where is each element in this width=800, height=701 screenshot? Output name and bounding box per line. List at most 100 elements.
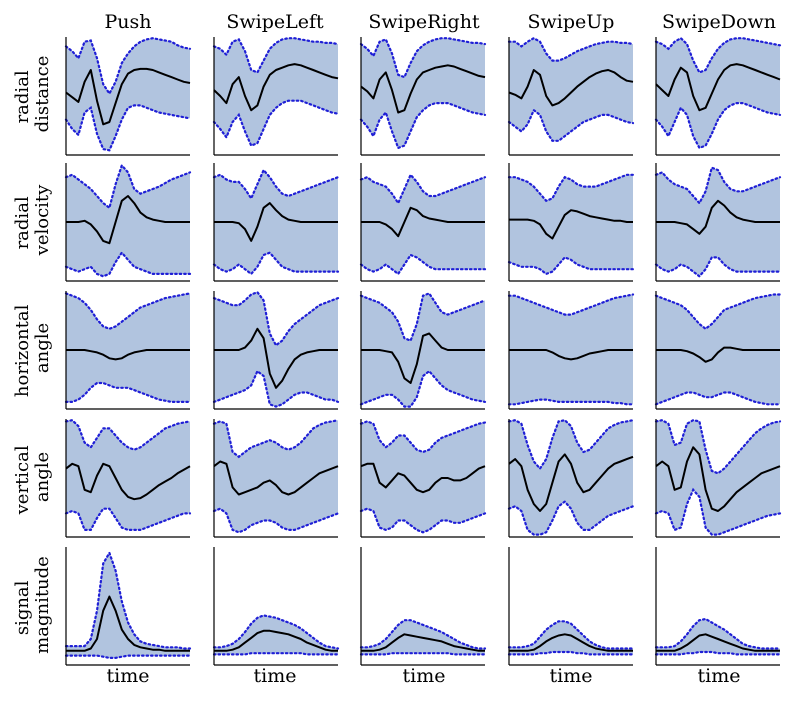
mean-line	[360, 462, 486, 494]
row-label-line: radial	[12, 196, 33, 249]
lower-bound-line	[654, 102, 782, 150]
upper-bound-line	[64, 292, 192, 330]
panel-vertical-angle-swiperight	[359, 419, 487, 538]
column-title: SwipeRight	[368, 11, 480, 33]
band-area	[66, 293, 190, 402]
column-title: Push	[104, 11, 151, 33]
upper-bound-line	[359, 619, 487, 650]
panel-radial-velocity-push	[64, 163, 192, 282]
band-area	[509, 420, 633, 535]
upper-bound-line	[212, 168, 340, 201]
row-label-line: horizontal	[12, 304, 33, 397]
panel-radial-velocity-swipeleft	[212, 163, 340, 282]
lower-bound-line	[654, 391, 782, 406]
panel-vertical-angle-swipeup	[507, 419, 635, 538]
panel-grid	[64, 36, 782, 666]
band-area	[656, 167, 780, 277]
panel-radial-distance-swipeup	[507, 36, 635, 156]
panel-horizontal-angle-swipeup	[507, 291, 635, 410]
upper-bound-line	[654, 36, 782, 74]
mean-line	[66, 195, 190, 245]
upper-bound-line	[507, 419, 635, 471]
band-area	[66, 38, 190, 151]
lower-bound-line	[359, 652, 487, 656]
band-area	[361, 38, 485, 148]
mean-line	[508, 69, 634, 107]
mean-line	[65, 67, 191, 126]
mean-line	[214, 629, 338, 652]
lower-bound-line	[507, 650, 635, 656]
band-area	[509, 294, 633, 405]
x-axis-label: time	[550, 665, 593, 687]
x-axis-label: time	[254, 665, 297, 687]
row-labels: radial distance radial velocity horizont…	[12, 56, 53, 654]
panel-radial-distance-push	[64, 37, 192, 156]
panel-signal-magnitude-swiperight	[359, 547, 487, 666]
band-area	[509, 38, 633, 141]
row-label: radial velocity	[12, 184, 53, 256]
upper-bound-line	[64, 163, 192, 210]
lower-bound-line	[654, 650, 782, 656]
mean-line	[66, 595, 190, 652]
band-area	[656, 294, 780, 405]
mean-line	[509, 209, 633, 240]
row-label: radial distance	[12, 56, 53, 133]
mean-line	[361, 206, 485, 238]
mean-line	[656, 346, 780, 363]
row-label-line: angle	[32, 323, 53, 373]
upper-bound-line	[64, 550, 192, 650]
mean-line	[656, 633, 780, 652]
row-label-line: magnitude	[32, 556, 53, 654]
lower-bound-line	[359, 253, 487, 276]
column-titles: Push SwipeLeft SwipeRight SwipeUp SwipeD…	[104, 11, 775, 33]
lower-bound-line	[359, 369, 487, 408]
upper-bound-line	[212, 290, 340, 347]
lower-bound-line	[212, 251, 340, 276]
upper-bound-line	[654, 617, 782, 650]
upper-bound-line	[507, 620, 635, 650]
upper-bound-line	[212, 614, 340, 650]
lower-bound-line	[654, 256, 782, 278]
column-title: SwipeUp	[528, 11, 615, 33]
lower-bound-line	[507, 256, 635, 276]
mean-line	[509, 349, 633, 361]
lower-bound-line	[507, 108, 635, 142]
lower-bound-line	[64, 507, 192, 531]
mean-line	[360, 64, 486, 114]
mean-line	[66, 349, 190, 361]
mean-line	[508, 453, 634, 512]
upper-bound-line	[654, 419, 782, 475]
band-area	[66, 420, 190, 530]
row-label-line: velocity	[32, 184, 53, 256]
lower-bound-line	[64, 654, 192, 659]
lower-bound-line	[507, 500, 635, 536]
band-area	[361, 293, 485, 407]
upper-bound-line	[64, 37, 192, 96]
mean-line	[656, 199, 780, 235]
mean-line	[509, 633, 633, 652]
lower-bound-line	[212, 652, 340, 656]
x-axis-label: time	[107, 665, 150, 687]
panel-vertical-angle-swipeleft	[212, 419, 340, 538]
row-label-line: distance	[32, 56, 53, 133]
band-area	[361, 174, 485, 274]
row-label-line: signal	[12, 580, 33, 635]
mean-line	[213, 460, 339, 496]
lower-bound-line	[359, 507, 487, 534]
panel-horizontal-angle-push	[64, 291, 192, 410]
lower-bound-line	[212, 369, 340, 408]
upper-bound-line	[359, 420, 487, 454]
panel-vertical-angle-push	[64, 419, 192, 538]
row-label-line: radial	[12, 70, 33, 123]
upper-bound-line	[507, 173, 635, 203]
panel-horizontal-angle-swipeleft	[212, 290, 340, 410]
lower-bound-line	[64, 104, 192, 152]
upper-bound-line	[359, 37, 487, 79]
lower-bound-line	[654, 487, 782, 536]
panel-horizontal-angle-swipedown	[654, 291, 782, 410]
panel-radial-distance-swipeleft	[212, 37, 340, 156]
mean-line	[655, 63, 781, 112]
panel-signal-magnitude-swipeleft	[212, 547, 340, 666]
upper-bound-line	[359, 292, 487, 343]
